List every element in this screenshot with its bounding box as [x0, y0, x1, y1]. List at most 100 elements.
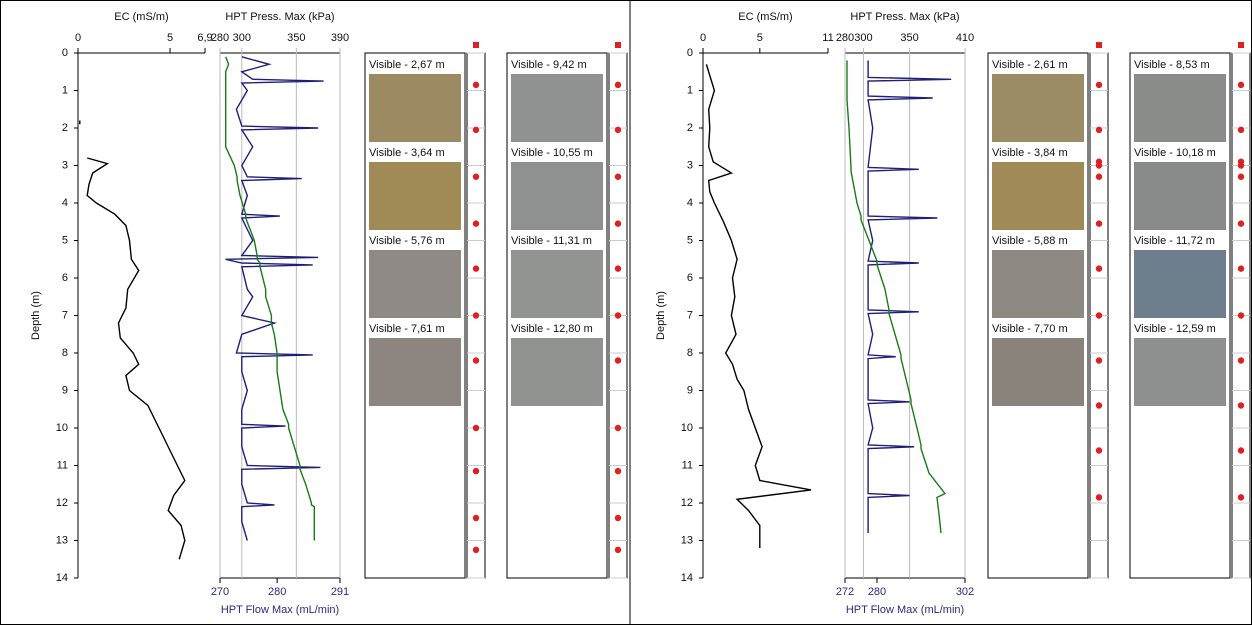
image-label: Visible - 3,84 m — [992, 147, 1068, 159]
x-tick-label: 291 — [331, 586, 349, 598]
y-tick-label: 4 — [62, 197, 68, 209]
data-line — [705, 64, 812, 548]
y-tick-label: 13 — [681, 534, 693, 546]
image-label: Visible - 2,61 m — [992, 59, 1068, 71]
core-image — [1134, 338, 1226, 406]
y-tick-label: 7 — [62, 309, 68, 321]
y-tick-label: 1 — [62, 84, 68, 96]
y-tick-label: 0 — [62, 47, 68, 59]
marker-dot — [614, 424, 622, 432]
axis-title: HPT Flow Max (mL/min) — [846, 604, 964, 616]
marker-dot — [1237, 173, 1245, 180]
core-image — [369, 74, 461, 142]
y-tick-label: 9 — [62, 384, 68, 396]
y-tick-label: 12 — [56, 497, 68, 509]
core-image — [1134, 74, 1226, 142]
x-tick-label: 0 — [75, 32, 81, 44]
marker-dot — [614, 514, 622, 522]
marker-dot — [472, 546, 480, 554]
marker-dot — [614, 467, 622, 475]
x-tick-label: 350 — [900, 32, 918, 44]
core-image — [369, 162, 461, 230]
core-image — [511, 74, 603, 142]
marker-dot — [1095, 220, 1103, 227]
marker-dot — [1095, 447, 1103, 454]
core-image — [1134, 250, 1226, 318]
axis-title: EC (mS/m) — [738, 11, 792, 23]
marker-dot — [614, 265, 622, 272]
marker-dot — [1237, 357, 1245, 364]
marker-dot — [1237, 126, 1245, 134]
y-tick-label: 5 — [62, 234, 68, 246]
marker-dot — [614, 220, 622, 227]
y-tick-label: 6 — [687, 272, 693, 284]
marker-dot — [614, 546, 622, 554]
y-tick-label: 11 — [57, 459, 68, 471]
image-label: Visible - 11,31 m — [511, 235, 592, 247]
core-image — [1134, 162, 1226, 230]
marker-dot — [1237, 220, 1245, 227]
marker-head — [1096, 42, 1102, 48]
y-tick-label: 10 — [681, 422, 693, 434]
x-tick-label: 350 — [287, 32, 305, 44]
y-tick-label: 5 — [687, 234, 693, 246]
marker-head — [1238, 42, 1244, 48]
y-tick-label: 0 — [687, 47, 693, 59]
marker-dot — [1095, 402, 1103, 409]
x-tick-label: 270 — [211, 586, 229, 598]
y-tick-label: 9 — [687, 384, 693, 396]
marker-dot — [472, 220, 480, 227]
marker-dot — [1237, 494, 1245, 501]
marker-dot — [472, 467, 480, 475]
marker-dot — [1095, 494, 1103, 501]
marker-dot — [614, 173, 622, 180]
marker-dot — [1095, 265, 1103, 272]
core-image — [992, 250, 1084, 318]
marker-dot — [1237, 162, 1245, 169]
track-box — [219, 52, 341, 579]
x-tick-label: 11 — [822, 32, 833, 44]
marker-dot — [472, 126, 480, 134]
x-tick-label: 390 — [331, 32, 349, 44]
image-column — [364, 52, 466, 579]
marker-dot — [472, 265, 480, 272]
image-label: Visible - 2,67 m — [369, 59, 445, 71]
x-tick-label: 280 — [868, 586, 886, 598]
x-tick-label: 5 — [167, 32, 173, 44]
data-line — [867, 60, 952, 533]
marker-dot — [614, 81, 622, 89]
x-tick-label: 0 — [700, 32, 706, 44]
y-tick-label: 14 — [56, 572, 68, 584]
image-label: Visible - 10,18 m — [1134, 147, 1216, 159]
marker-dot — [1237, 447, 1245, 454]
y-tick-label: 10 — [56, 422, 68, 434]
core-image — [992, 162, 1084, 230]
image-label: Visible - 12,59 m — [1134, 323, 1216, 335]
marker-dot — [1095, 173, 1103, 180]
image-label: Visible - 8,53 m — [1134, 59, 1210, 71]
x-tick-label: 302 — [956, 586, 974, 598]
y-tick-label: 2 — [62, 122, 68, 134]
marker-dot — [1095, 357, 1103, 364]
marker-dot — [1095, 126, 1103, 134]
axis-title: HPT Press. Max (kPa) — [225, 11, 334, 23]
x-tick-label: 300 — [233, 32, 251, 44]
marker-dot — [614, 357, 622, 364]
y-tick-label: 14 — [681, 572, 693, 584]
marker-dot — [472, 514, 480, 522]
marker-dot — [1095, 81, 1103, 89]
marker-head — [615, 42, 621, 48]
marker-dot — [472, 312, 480, 319]
axis-title: HPT Press. Max (kPa) — [850, 11, 959, 23]
image-label: Visible - 12,80 m — [511, 323, 593, 335]
core-image — [511, 162, 603, 230]
y-tick-label: 4 — [687, 197, 693, 209]
y-tick-label: 8 — [687, 347, 693, 359]
x-tick-label: 410 — [956, 32, 974, 44]
image-label: Visible - 11,72 m — [1134, 235, 1215, 247]
x-tick-label: 280 — [268, 586, 286, 598]
marker-dot — [472, 357, 480, 364]
axis-title: EC (mS/m) — [114, 11, 168, 23]
x-tick-label: 280 — [211, 32, 229, 44]
